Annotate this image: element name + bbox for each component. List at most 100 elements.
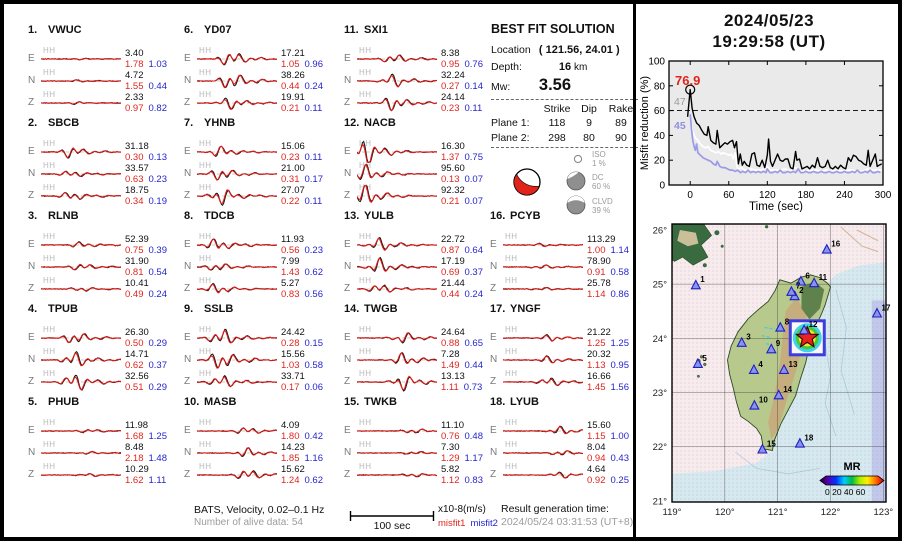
waveform-trace [357, 375, 437, 392]
station-map-number: 12 [809, 320, 818, 329]
component-label: N [184, 447, 192, 458]
x-tick-label: 60 [723, 190, 735, 201]
station-block: 17. YNGF E HH 21.22 1.25 1.25 N HH 20.32 1.13 0.95 Z… [490, 303, 640, 395]
amplitude-value: 19.91 [281, 92, 305, 103]
misfit1-value: 1.12 [441, 475, 460, 486]
waveform-trace [197, 283, 277, 294]
component-label: N [28, 447, 36, 458]
location-label: Location [491, 44, 531, 56]
misfit2-value: 0.96 [304, 59, 324, 70]
amplitude-value: 3.40 [125, 48, 144, 59]
station-block: 2. SBCB E HH 31.18 0.30 0.13 N HH 33.57 0.63 0.23 Z H… [28, 117, 178, 209]
waveform-trace [197, 169, 277, 181]
waveform-row: E HH 16.30 1.37 0.75 [344, 139, 494, 163]
misfit2-value: 0.44 [148, 81, 168, 92]
component-label: E [344, 239, 351, 250]
station-name: LYUB [510, 396, 539, 408]
bandpass-note: BATS, Velocity, 0.02–0.1 Hz [194, 504, 325, 516]
component-label: N [28, 261, 36, 272]
waveform-trace [357, 163, 437, 181]
misfit2-value: 1.14 [610, 245, 630, 256]
station-name: TDCB [204, 210, 235, 222]
component-label: E [184, 425, 191, 436]
component-label: Z [344, 97, 351, 108]
station-map-number: 14 [783, 385, 792, 394]
channel-label: HH [505, 276, 518, 285]
component-label: E [28, 239, 35, 250]
misfit1-value: 0.94 [587, 453, 606, 464]
component-label: Z [490, 469, 497, 480]
component-label: E [344, 425, 351, 436]
clvd-decomposition: CLVD 39 % [592, 197, 613, 215]
station-block: 8. TDCB E HH 11.93 0.56 0.23 N HH 7.99 1.43 0.62 Z HH… [184, 210, 334, 302]
misfit1-value: 0.44 [441, 289, 460, 300]
station-number: 11. [344, 24, 359, 36]
component-label: E [344, 53, 351, 64]
plane-table-header: Strike Dip Rake [491, 103, 641, 115]
station-number: 17. [490, 303, 506, 315]
channel-label: HH [199, 254, 212, 263]
station-number: 6. [184, 24, 194, 36]
component-label: N [490, 354, 498, 365]
component-label: Z [490, 376, 497, 387]
misfit2-value: 1.48 [148, 453, 168, 464]
misfit1-value: 0.75 [125, 245, 144, 256]
map-station-RLNB: 3 [736, 333, 751, 347]
misfit2-value: 0.86 [610, 289, 630, 300]
misfit2-value: 0.15 [304, 338, 324, 349]
component-label: E [28, 146, 35, 157]
station-block: 4. TPUB E HH 26.30 0.50 0.29 N HH 14.71 0.62 0.37 Z H… [28, 303, 178, 395]
station-block: 9. SSLB E HH 24.42 0.28 0.15 N HH 15.56 1.03 0.58 Z H… [184, 303, 334, 395]
amplitude-value: 15.62 [281, 464, 305, 475]
plot-background [669, 61, 883, 185]
map-station-VWUC: 1 [690, 275, 705, 290]
amplitude-value: 14.23 [281, 442, 305, 453]
rake-header: Rake [608, 103, 634, 115]
amplitude-value: 8.48 [125, 442, 144, 453]
amplitude-value: 15.56 [281, 349, 305, 360]
misfit2-value: 1.00 [610, 431, 630, 442]
waveform-trace [197, 470, 277, 480]
station-block: 10. MASB E HH 4.09 1.80 0.42 N HH 14.23 1.85 1.16 Z H… [184, 396, 334, 488]
component-label: E [490, 425, 497, 436]
waveform-trace [197, 447, 277, 458]
amplitude-value: 24.42 [281, 327, 305, 338]
misfit2-value: 0.23 [148, 174, 168, 185]
waveform-row: Z HH 25.78 1.14 0.86 [490, 276, 640, 300]
station-title: 8. TDCB [184, 210, 235, 222]
waveform-trace [197, 74, 277, 89]
channel-label: HH [43, 46, 56, 55]
station-title: 13. YULB [344, 210, 394, 222]
station-block: 14. TWGB E HH 24.64 0.88 0.65 N HH 7.28 1.49 0.44 Z H… [344, 303, 494, 395]
station-name: SSLB [204, 303, 234, 315]
station-title: 3. RLNB [28, 210, 79, 222]
misfit2-legend: misfit2 [470, 518, 498, 529]
channel-label: HH [359, 254, 372, 263]
component-label: E [184, 146, 191, 157]
station-number: 7. [184, 117, 194, 129]
misfit1-value: 1.80 [281, 431, 300, 442]
channel-label: HH [359, 276, 372, 285]
station-title: 1. VWUC [28, 24, 82, 36]
amplitude-value: 15.60 [587, 420, 611, 431]
amplitude-value: 16.66 [587, 371, 611, 382]
station-name: PHUB [48, 396, 80, 408]
misfit2-value: 1.16 [304, 453, 324, 464]
waveform-trace [357, 450, 437, 455]
alive-data-note: Number of alive data: 54 [194, 517, 303, 528]
amplitude-value: 22.72 [441, 234, 465, 245]
amplitude-value: 17.21 [281, 48, 305, 59]
dc-decomposition: DC 60 % [592, 173, 610, 191]
waveform-trace [503, 450, 583, 456]
station-block: 13. YULB E HH 22.72 0.87 0.64 N HH 17.19 0.69 0.37 Z… [344, 210, 494, 302]
misfit1-value: 1.45 [587, 382, 606, 393]
station-triangle-icon [821, 243, 833, 254]
waveform-row: Z HH 92.32 0.21 0.07 [344, 183, 494, 207]
component-label: Z [344, 469, 351, 480]
station-name: YD07 [204, 24, 232, 36]
map-station-YHNB: 7 [786, 282, 801, 296]
misfit2-value: 0.29 [148, 338, 168, 349]
amplitude-value: 15.06 [281, 141, 305, 152]
waveform-trace [357, 352, 437, 365]
